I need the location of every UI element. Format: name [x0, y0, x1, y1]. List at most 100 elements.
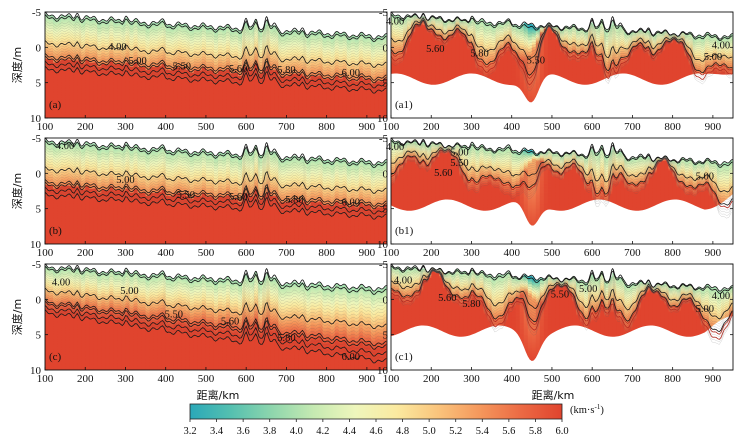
field-cell	[234, 95, 239, 98]
field-cell	[350, 53, 356, 55]
field-cell	[89, 17, 94, 20]
field-cell	[149, 28, 155, 32]
field-cell	[294, 76, 300, 79]
field-cell	[49, 66, 54, 69]
field-cell	[177, 83, 183, 86]
field-cell	[322, 115, 328, 118]
field-cell	[137, 105, 143, 108]
field-cell	[366, 35, 372, 38]
field-cell	[193, 96, 199, 99]
field-cell	[197, 33, 203, 36]
field-cell	[209, 30, 215, 34]
field-cell	[129, 34, 135, 37]
field-cell	[254, 114, 259, 117]
field-cell	[105, 106, 110, 109]
field-cell	[278, 69, 283, 72]
field-cell	[213, 32, 219, 35]
field-cell	[334, 60, 340, 63]
field-cell	[121, 25, 127, 28]
field-cell	[153, 97, 159, 100]
field-cell	[314, 51, 320, 55]
field-cell	[165, 34, 171, 37]
field-cell	[250, 47, 255, 50]
field-cell	[322, 81, 328, 84]
field-cell	[161, 103, 167, 106]
field-cell	[330, 82, 336, 85]
field-cell	[218, 102, 223, 105]
field-cell	[101, 116, 106, 118]
field-cell	[145, 54, 151, 57]
field-cell	[65, 16, 70, 19]
field-cell	[298, 78, 304, 81]
field-cell	[57, 38, 62, 42]
field-cell	[242, 102, 247, 105]
field-cell	[213, 44, 219, 47]
field-cell	[298, 115, 304, 118]
field-cell	[113, 29, 119, 33]
field-cell	[45, 34, 50, 38]
field-cell	[181, 85, 187, 88]
field-cell	[350, 64, 356, 67]
field-cell	[234, 43, 239, 46]
field-cell	[45, 72, 50, 76]
field-cell	[298, 46, 304, 49]
field-cell	[65, 30, 70, 33]
field-cell	[306, 55, 312, 58]
field-cell	[189, 90, 195, 94]
field-cell	[193, 105, 199, 108]
field-cell	[302, 94, 308, 97]
field-cell	[298, 110, 304, 113]
field-cell	[177, 48, 183, 51]
field-cell	[298, 52, 304, 55]
field-cell	[117, 63, 123, 67]
field-cell	[266, 53, 271, 56]
field-cell	[193, 28, 199, 32]
field-cell	[318, 37, 324, 40]
field-cell	[230, 112, 235, 115]
field-cell	[362, 40, 368, 43]
field-cell	[177, 25, 183, 29]
field-cell	[270, 60, 275, 63]
field-cell	[350, 48, 356, 51]
field-cell	[97, 58, 102, 61]
field-cell	[294, 41, 300, 44]
field-cell	[157, 111, 163, 114]
field-cell	[65, 64, 70, 68]
field-cell	[77, 67, 82, 70]
field-cell	[282, 43, 288, 46]
field-cell	[149, 111, 155, 114]
field-cell	[109, 30, 114, 33]
field-cell	[370, 83, 376, 86]
field-cell	[133, 94, 139, 98]
field-cell	[97, 100, 102, 103]
field-cell	[234, 97, 239, 100]
field-cell	[121, 61, 127, 64]
field-cell	[117, 114, 123, 117]
field-cell	[93, 91, 98, 94]
field-cell	[330, 44, 336, 46]
field-cell	[286, 89, 292, 92]
field-cell	[282, 106, 288, 109]
field-cell	[149, 86, 155, 89]
field-cell	[161, 39, 167, 42]
field-cell	[177, 37, 183, 40]
field-cell	[258, 103, 263, 106]
field-cell	[165, 116, 171, 118]
field-cell	[330, 50, 336, 53]
field-cell	[306, 83, 312, 86]
field-cell	[133, 55, 139, 58]
field-cell	[61, 100, 66, 104]
field-cell	[330, 85, 336, 88]
field-cell	[222, 30, 227, 33]
field-cell	[193, 107, 199, 110]
field-cell	[45, 76, 50, 79]
field-cell	[322, 58, 328, 61]
field-cell	[242, 97, 247, 100]
field-cell	[177, 95, 183, 98]
field-cell	[169, 84, 175, 87]
field-cell	[181, 111, 187, 114]
field-cell	[218, 72, 223, 75]
field-cell	[209, 110, 215, 113]
field-cell	[189, 74, 195, 77]
field-cell	[226, 108, 231, 111]
